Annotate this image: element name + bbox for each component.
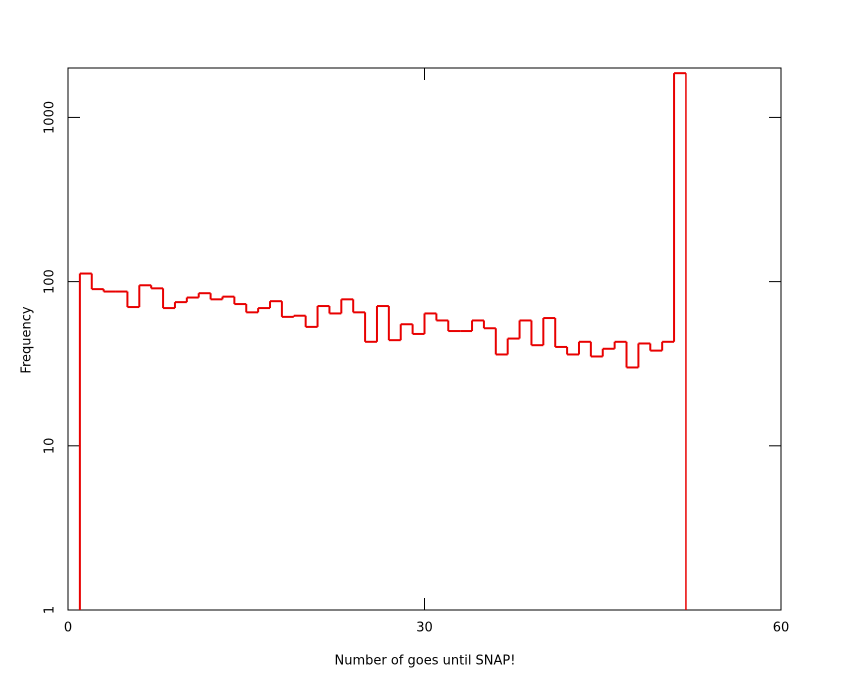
y-tick-label: 100 xyxy=(43,269,58,294)
x-tick-label: 0 xyxy=(64,621,72,636)
y-tick-label: 1 xyxy=(43,606,58,614)
x-tick-label: 60 xyxy=(773,621,790,636)
x-tick-label: 30 xyxy=(416,621,433,636)
y-tick-label: 10 xyxy=(43,438,58,455)
x-axis-label: Number of goes until SNAP! xyxy=(335,654,516,669)
y-axis-label: Frequency xyxy=(20,306,35,373)
y-tick-label: 1000 xyxy=(43,101,58,134)
